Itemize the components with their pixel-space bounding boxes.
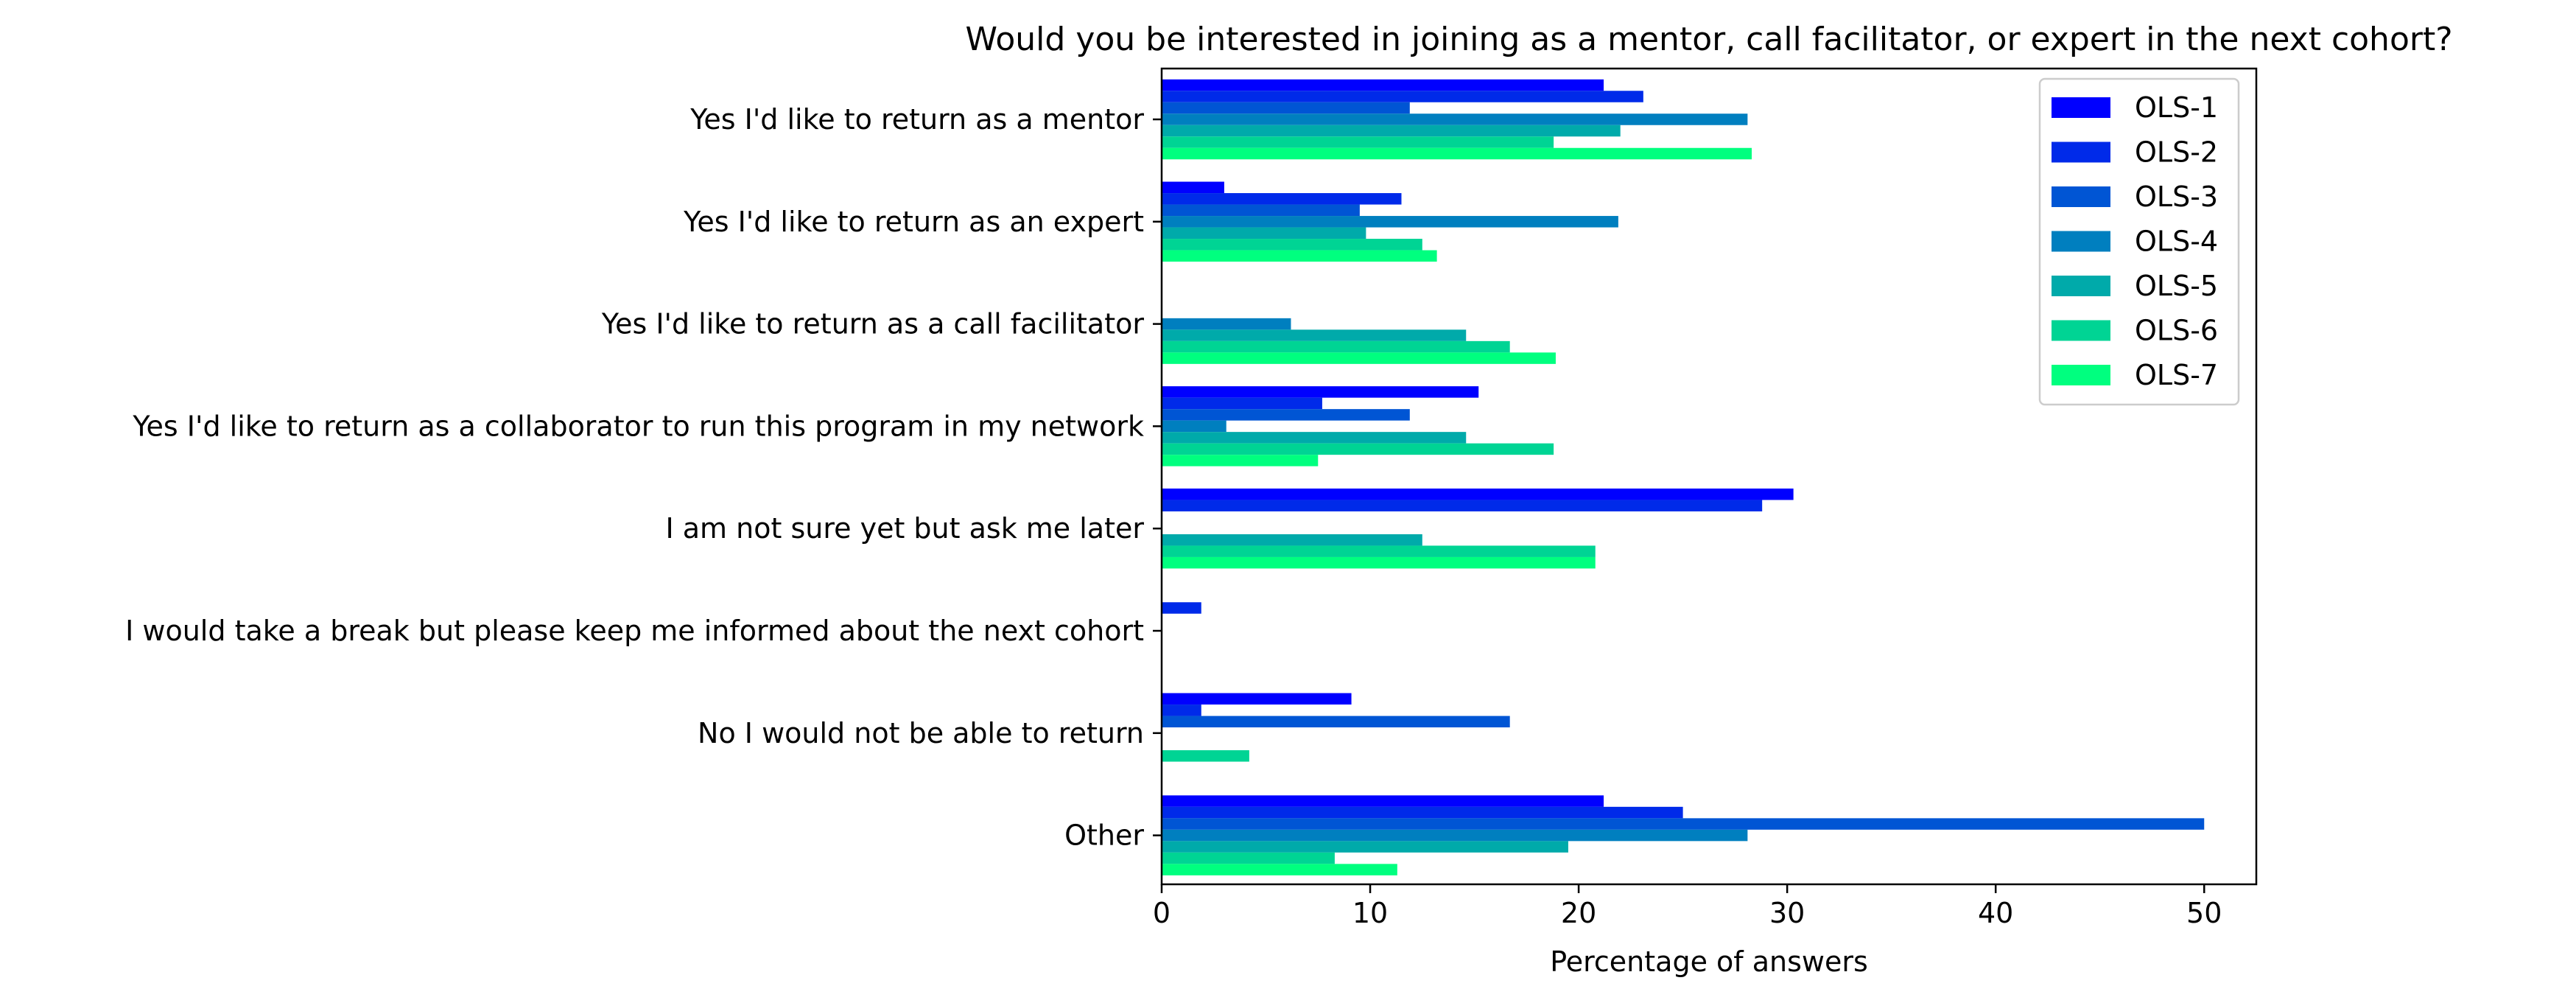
legend-label-ols-2: OLS-2 <box>2135 136 2218 169</box>
bar-ols-5-4 <box>1162 534 1422 546</box>
bar-ols-2-4 <box>1162 500 1763 511</box>
y-tick-label: Yes I'd like to return as a collaborator… <box>132 410 1144 442</box>
bar-ols-6-7 <box>1162 852 1335 864</box>
bar-ols-3-6 <box>1162 716 1510 728</box>
bar-ols-3-3 <box>1162 409 1410 421</box>
y-tick-label: Other <box>1064 819 1144 852</box>
bar-ols-4-2 <box>1162 318 1291 330</box>
bar-ols-4-7 <box>1162 829 1748 842</box>
bar-ols-7-3 <box>1162 455 1319 466</box>
bar-ols-1-7 <box>1162 795 1604 807</box>
bars-layer <box>1162 79 2205 875</box>
bar-ols-6-2 <box>1162 340 1510 353</box>
bar-ols-5-0 <box>1162 125 1621 137</box>
bar-ols-3-1 <box>1162 204 1360 217</box>
y-tick-label: I would take a break but please keep me … <box>125 615 1144 647</box>
bar-ols-6-0 <box>1162 136 1554 148</box>
bar-ols-1-3 <box>1162 386 1479 398</box>
bar-ols-3-0 <box>1162 102 1410 114</box>
legend-label-ols-3: OLS-3 <box>2135 181 2218 213</box>
x-tick-label: 0 <box>1153 897 1171 929</box>
bar-ols-2-5 <box>1162 602 1201 614</box>
x-axis-label: Percentage of answers <box>1550 945 1868 978</box>
bar-ols-7-2 <box>1162 352 1556 364</box>
legend-label-ols-4: OLS-4 <box>2135 225 2218 258</box>
legend-swatch-ols-1 <box>2052 97 2110 118</box>
bar-ols-1-6 <box>1162 693 1352 705</box>
x-tick-label: 10 <box>1352 897 1388 929</box>
bar-ols-2-1 <box>1162 193 1402 205</box>
y-tick-label: Yes I'd like to return as a call facilit… <box>601 308 1144 340</box>
bar-ols-3-7 <box>1162 818 2205 830</box>
bar-ols-4-1 <box>1162 216 1618 228</box>
x-tick-label: 50 <box>2186 897 2222 929</box>
bar-ols-1-0 <box>1162 79 1604 91</box>
bar-ols-6-1 <box>1162 239 1422 251</box>
bar-ols-4-3 <box>1162 420 1226 433</box>
legend-swatch-ols-6 <box>2052 320 2110 341</box>
bar-ols-2-6 <box>1162 704 1201 716</box>
legend-label-ols-7: OLS-7 <box>2135 359 2218 391</box>
bar-ols-2-7 <box>1162 806 1683 819</box>
bar-ols-7-4 <box>1162 556 1596 569</box>
bar-ols-6-4 <box>1162 545 1596 557</box>
y-tick-label: Yes I'd like to return as a mentor <box>689 103 1144 136</box>
legend-swatch-ols-7 <box>2052 365 2110 385</box>
x-tick-label: 20 <box>1561 897 1596 929</box>
bar-ols-7-0 <box>1162 147 1752 160</box>
x-tick-label: 30 <box>1769 897 1805 929</box>
legend: OLS-1 OLS-2 OLS-3 OLS-4 OLS-5 OLS-6 OLS-7 <box>2038 77 2240 406</box>
plot-frame <box>1160 67 2258 886</box>
y-axis-ticks: Yes I'd like to return as a mentor Yes I'… <box>125 103 1162 852</box>
bar-ols-1-1 <box>1162 181 1224 194</box>
legend-swatch-ols-4 <box>2052 231 2110 252</box>
legend-swatch-ols-2 <box>2052 141 2110 163</box>
bar-ols-2-3 <box>1162 397 1322 410</box>
x-axis-ticks: 0 10 20 30 40 50 <box>1153 884 2222 929</box>
legend-label-ols-5: OLS-5 <box>2135 270 2218 302</box>
x-tick-label: 40 <box>1978 897 2013 929</box>
y-tick-label: I am not sure yet but ask me later <box>665 512 1144 545</box>
y-tick-label: No I would not be able to return <box>698 717 1144 749</box>
bar-ols-6-3 <box>1162 443 1554 455</box>
y-tick-label: Yes I'd like to return as an expert <box>683 206 1144 238</box>
bar-ols-5-2 <box>1162 329 1467 341</box>
legend-swatch-ols-3 <box>2052 186 2110 207</box>
bar-ols-5-7 <box>1162 841 1568 853</box>
bar-ols-6-6 <box>1162 750 1249 762</box>
bar-ols-1-4 <box>1162 488 1794 500</box>
bar-ols-4-0 <box>1162 113 1748 125</box>
bar-ols-7-1 <box>1162 250 1437 262</box>
legend-swatch-ols-5 <box>2052 276 2110 296</box>
legend-label-ols-1: OLS-1 <box>2135 91 2218 124</box>
bar-ols-7-7 <box>1162 864 1397 875</box>
bar-ols-2-0 <box>1162 91 1643 102</box>
legend-label-ols-6: OLS-6 <box>2135 315 2218 347</box>
chart-title: Would you be interested in joining as a … <box>965 21 2452 58</box>
bar-ols-5-1 <box>1162 227 1366 239</box>
bar-ols-5-3 <box>1162 432 1467 444</box>
